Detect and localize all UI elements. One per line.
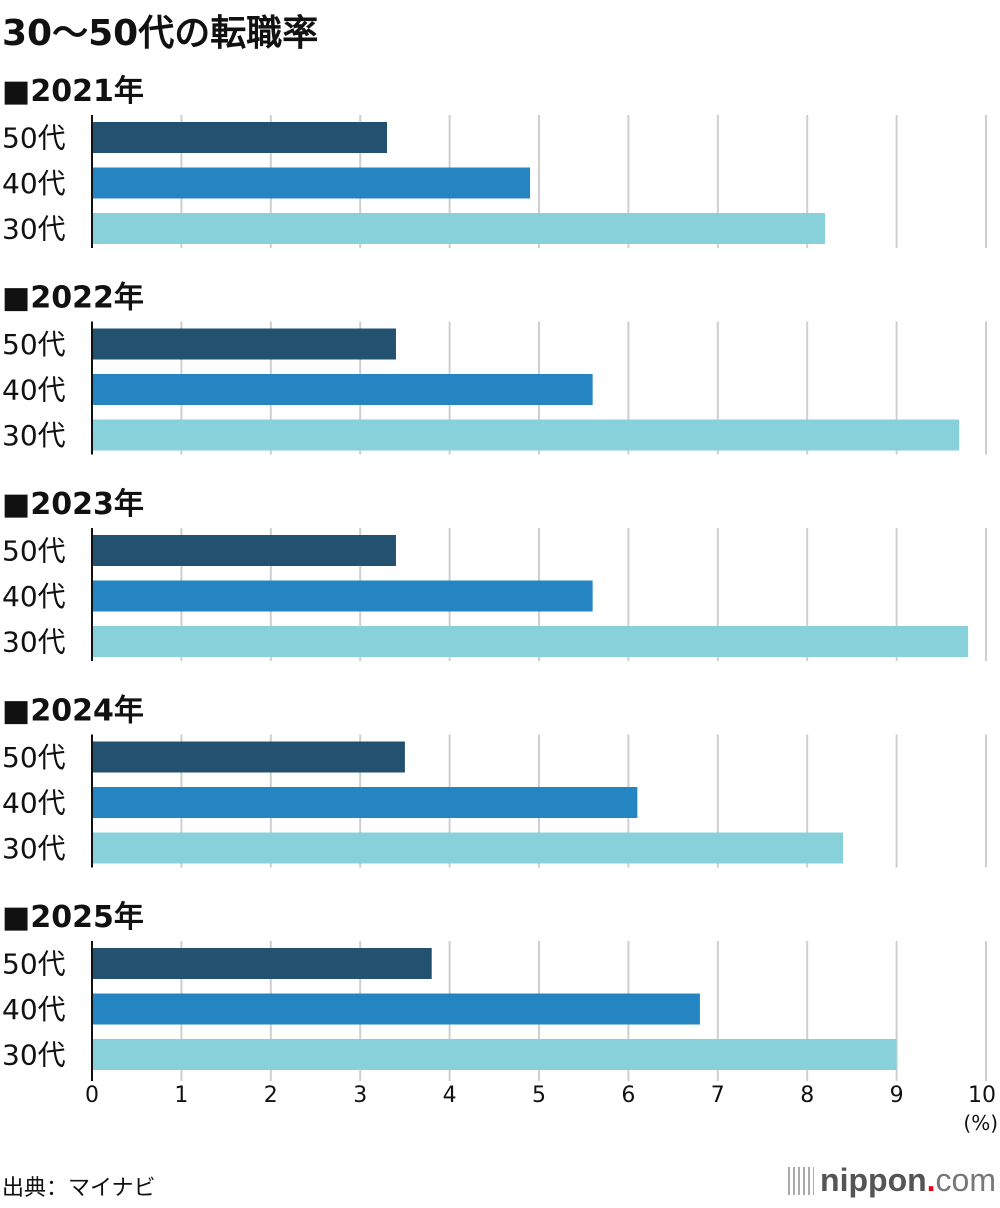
category-label: 50代 [2,328,66,361]
bar-3-2 [92,832,843,864]
bar-1-1 [92,374,593,405]
logo-bars-icon [788,1167,815,1195]
x-tick-label: 6 [621,1083,635,1108]
panel-title: ■2025年 [2,900,144,935]
x-tick-label: 8 [800,1083,814,1108]
chart-title: 30〜50代の転職率 [2,13,319,54]
bar-3-0 [92,741,405,773]
x-tick-label: 4 [443,1083,457,1108]
category-label: 40代 [2,374,66,407]
bar-2-0 [92,535,396,566]
x-tick-label: 5 [532,1083,546,1108]
panel-title: ■2024年 [2,694,144,729]
x-tick-label: 3 [353,1083,367,1108]
category-label: 40代 [2,993,66,1026]
category-label: 30代 [2,213,66,246]
bar-2-1 [92,580,593,612]
category-label: 50代 [2,122,66,155]
x-tick-label: 1 [174,1083,188,1108]
bar-1-0 [92,328,396,360]
category-label: 30代 [2,419,66,452]
x-tick-label: 7 [711,1083,725,1108]
category-label: 50代 [2,741,66,774]
category-label: 30代 [2,626,66,659]
category-label: 30代 [2,1039,66,1072]
bar-0-2 [92,213,826,244]
bar-2-2 [92,626,969,657]
bar-3-1 [92,787,638,818]
category-label: 50代 [2,948,66,981]
unit-label: (%) [963,1111,998,1135]
logo-name: nippon [820,1162,927,1198]
source-note: 出典：マイナビ [2,1176,156,1201]
category-label: 40代 [2,167,66,200]
category-label: 30代 [2,832,66,865]
x-tick-label: 10 [968,1083,996,1108]
x-tick-label: 9 [890,1083,904,1108]
bar-4-0 [92,948,432,979]
panel-title: ■2022年 [2,281,144,316]
bar-0-1 [92,167,531,199]
bar-0-0 [92,122,388,153]
x-tick-label: 0 [85,1083,99,1108]
category-label: 40代 [2,580,66,613]
bar-4-2 [92,1039,897,1070]
category-label: 40代 [2,787,66,820]
x-tick-label: 2 [264,1083,278,1108]
panel-title: ■2023年 [2,487,144,522]
bar-1-2 [92,419,960,451]
panel-title: ■2021年 [2,74,144,109]
nippon-com-logo: nippon.com [788,1162,996,1199]
logo-dot: . [926,1162,936,1198]
category-label: 50代 [2,535,66,568]
logo-tld: com [935,1162,996,1198]
bar-4-1 [92,993,700,1025]
